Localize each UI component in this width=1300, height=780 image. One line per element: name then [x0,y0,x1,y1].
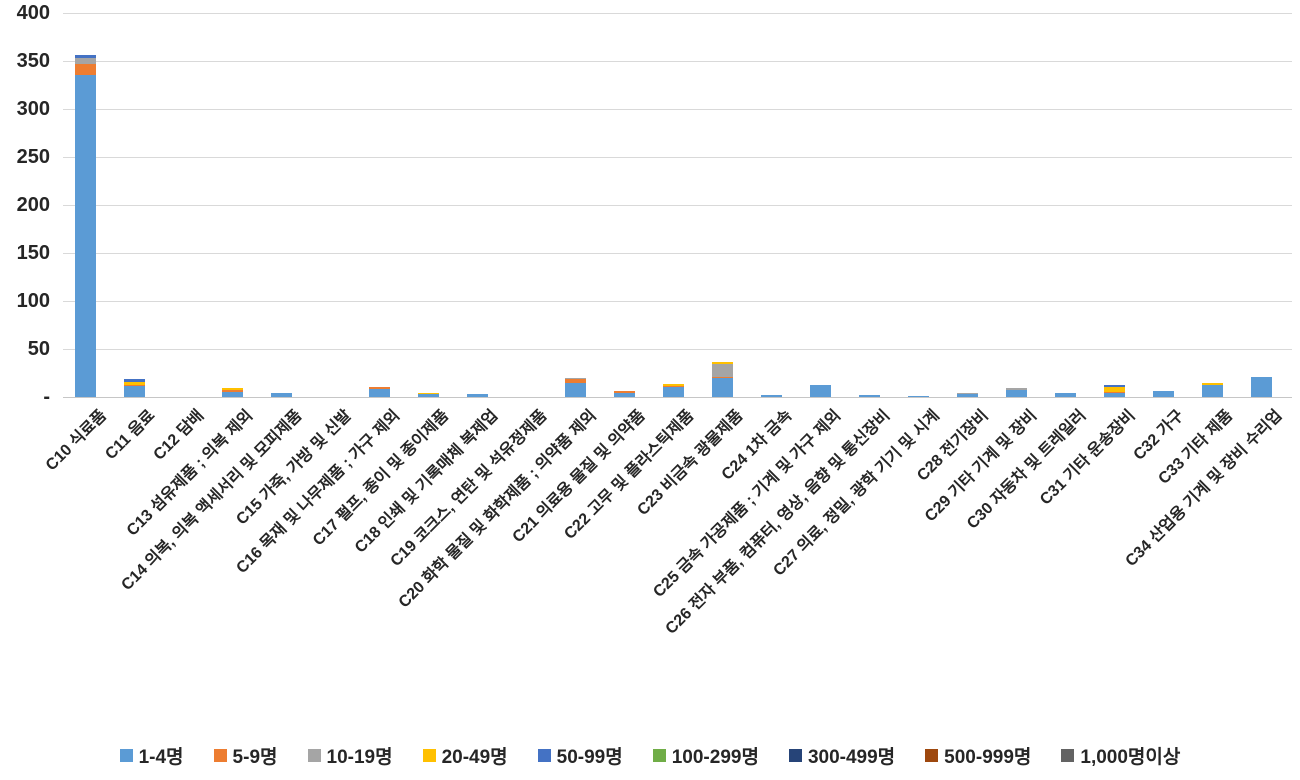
bar-segment [369,387,390,390]
x-axis-label: C14 의복, 의복 액세서리 및 모피제품 [118,407,306,594]
bar-segment [1104,387,1125,393]
bar-segment [418,393,439,395]
legend-swatch-icon [1061,749,1075,762]
gridline [63,61,1292,62]
legend-item: 50-99명 [537,742,623,769]
legend-item: 100-299명 [652,742,759,769]
gridline [63,205,1292,206]
bar-segment [712,364,733,377]
bar-segment [222,388,243,391]
legend-swatch-icon [652,749,666,762]
bar-segment [908,396,929,398]
gridline [63,109,1292,110]
legend-swatch-icon [537,749,551,762]
legend-label: 100-299명 [671,747,759,768]
bar-segment [565,378,586,383]
bar-segment [271,393,292,397]
bar-segment [1104,393,1125,397]
legend-label: 20-49명 [441,747,508,768]
bar-segment [124,386,145,397]
y-axis-label: 50 [27,338,50,360]
bar-segment [222,392,243,397]
legend-label: 500-999명 [944,747,1032,768]
bar-segment [1006,388,1027,391]
legend-label: 10-19명 [326,747,393,768]
y-axis-label: - [43,386,50,408]
bar-segment [124,381,145,385]
y-axis-label: 400 [16,2,50,24]
bar-segment [222,390,243,393]
bar-segment [614,393,635,397]
gridline [63,301,1292,302]
y-axis-label: 100 [16,290,50,312]
bar-segment [810,384,831,397]
gridline [63,349,1292,350]
bar-segment [712,362,733,365]
bar-segment [1202,382,1223,385]
bar-segment [663,383,684,387]
x-axis-label: C11 음료 [102,407,159,464]
legend-label: 1,000명이상 [1080,747,1181,768]
bar-segment [663,386,684,388]
x-axis-label: C26 전자 부품, 컴퓨터, 영상, 음향 및 통신장비 [662,407,894,638]
bar-segment [1153,391,1174,397]
bar-segment [1104,392,1125,394]
bar-segment [75,55,96,59]
gridline [63,157,1292,158]
x-axis-label: C10 식료품 [42,407,110,475]
y-axis-label: 200 [16,194,50,216]
bar-segment [957,394,978,397]
legend-label: 50-99명 [556,747,623,768]
bar-segment [467,394,488,397]
bar-segment [1006,390,1027,397]
y-axis-label: 150 [16,242,50,264]
bar-segment [75,63,96,76]
bar-segment [1251,376,1272,397]
legend-swatch-icon [925,749,939,762]
y-axis-label: 300 [16,98,50,120]
legend-item: 5-9명 [213,742,278,769]
legend-item: 20-49명 [422,742,508,769]
bar-segment [761,395,782,397]
bar-segment [712,376,733,378]
bar-segment [75,58,96,64]
x-axis-line [63,397,1292,398]
legend-swatch-icon [119,749,133,762]
bar-segment [1104,384,1125,388]
bar-segment [75,75,96,397]
bar-segment [565,377,586,379]
bar-segment [369,389,390,397]
legend-swatch-icon [422,749,436,762]
bar-segment [124,378,145,382]
bar-segment [663,387,684,397]
legend-item: 300-499명 [788,742,896,769]
legend-swatch-icon [788,749,802,762]
bar-segment [124,384,145,387]
x-axis-label: C31 기타 운송장비 [1037,407,1139,509]
legend-item: 500-999명 [925,742,1031,769]
gridline [63,13,1292,14]
legend-item: 1-4명 [119,742,184,769]
bar-segment [1202,384,1223,397]
legend-label: 5-9명 [232,747,278,768]
bar-segment [957,393,978,395]
y-axis-label: 250 [16,146,50,168]
legend-label: 1-4명 [138,747,184,768]
legend-swatch-icon [213,749,227,762]
legend: 1-4명 5-9명 10-19명 20-49명 50-99명 100-299명 300-49… [0,742,1300,769]
bar-segment [712,377,733,397]
gridline [63,253,1292,254]
y-axis-label: 350 [16,50,50,72]
legend-label: 300-499명 [807,747,896,768]
bar-segment [859,395,880,397]
legend-item: 1,000명이상 [1061,742,1180,769]
legend-swatch-icon [307,749,321,762]
bar-segment [565,382,586,397]
bar-segment [418,394,439,397]
bar-segment [614,391,635,394]
bar-segment [1055,393,1076,397]
legend-item: 10-19명 [307,742,393,769]
